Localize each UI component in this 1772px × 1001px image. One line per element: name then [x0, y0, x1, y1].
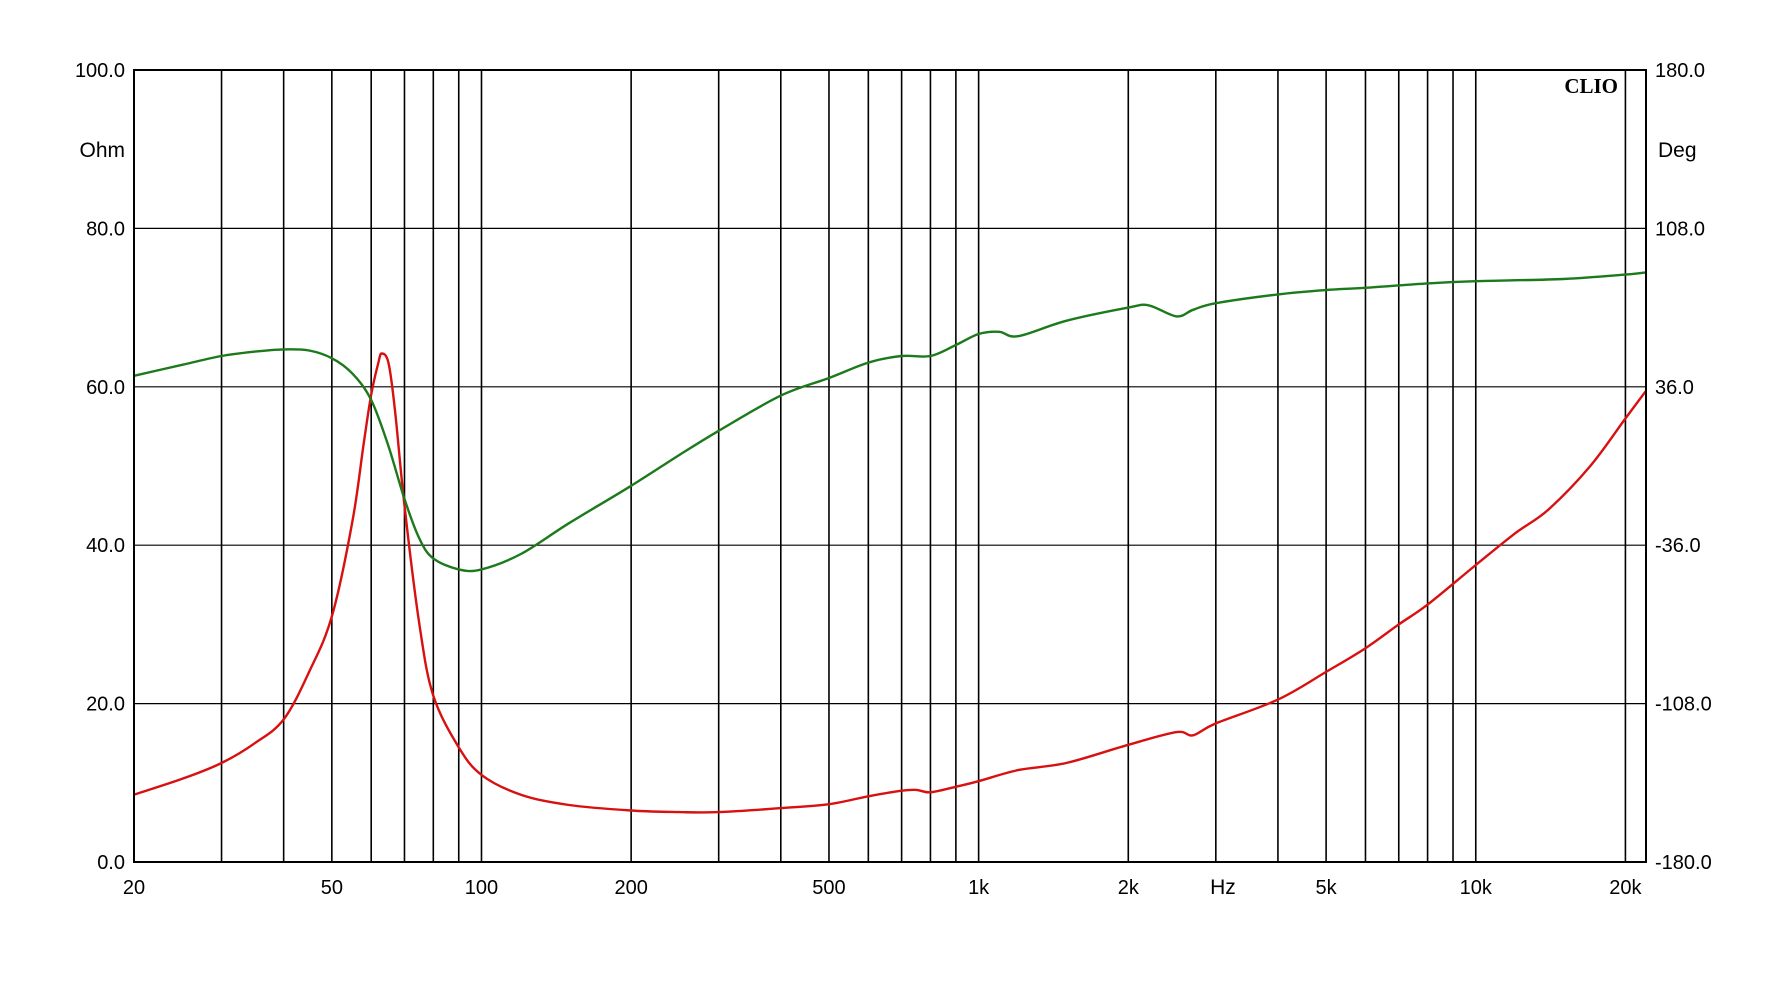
x-tick-label: 500: [812, 877, 845, 899]
impedance-curve: [133, 352, 1647, 814]
x-tick-label: 20k: [1609, 877, 1642, 899]
x-tick-label: 5k: [1316, 877, 1338, 899]
right-y-tick-label: 36.0: [1655, 377, 1694, 399]
axis-labels: 20 50 100 200 500 1k 2k 5k 10k 20k 0.0 20.0 40.0 60.0…: [75, 60, 1712, 899]
x-axis-unit: Hz: [1210, 876, 1236, 899]
x-tick-label: 2k: [1118, 877, 1140, 899]
plot-frame: [133, 69, 1647, 863]
series-layer: [133, 271, 1647, 814]
x-tick-label: 200: [614, 877, 647, 899]
x-tick-label: 50: [321, 877, 343, 899]
left-y-tick-label: 20.0: [86, 694, 125, 716]
right-y-tick-label: 180.0: [1655, 60, 1705, 82]
right-y-tick-label: -36.0: [1655, 535, 1701, 557]
left-y-tick-label: 80.0: [86, 218, 125, 240]
left-y-tick-label: 0.0: [97, 852, 125, 874]
right-y-tick-label: -180.0: [1655, 852, 1712, 874]
x-tick-label: 100: [465, 877, 498, 899]
left-y-tick-label: 100.0: [75, 60, 125, 82]
right-y-tick-label: -108.0: [1655, 694, 1712, 716]
clio-brand-label: CLIO: [1564, 74, 1618, 98]
right-y-tick-label: 108.0: [1655, 218, 1705, 240]
left-axis-unit: Ohm: [79, 139, 125, 162]
right-axis-unit: Deg: [1658, 139, 1697, 162]
left-y-tick-label: 60.0: [86, 377, 125, 399]
x-tick-label: 10k: [1460, 877, 1493, 899]
phase-curve: [133, 271, 1647, 573]
x-tick-label: 20: [123, 877, 145, 899]
left-y-tick-label: 40.0: [86, 535, 125, 557]
x-tick-label: 1k: [968, 877, 990, 899]
